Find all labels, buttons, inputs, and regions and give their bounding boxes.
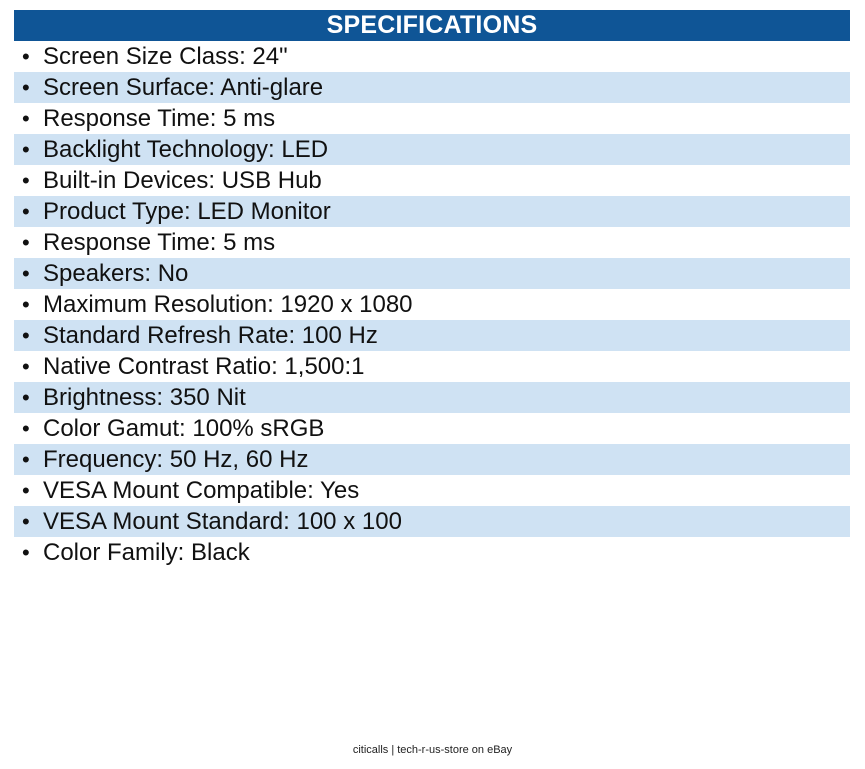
spec-row: • Screen Surface: Anti-glare [14, 72, 850, 103]
specifications-panel: SPECIFICATIONS • Screen Size Class: 24" •… [14, 10, 850, 568]
bullet-icon: • [22, 75, 30, 100]
spec-row: • Response Time: 5 ms [14, 227, 850, 258]
spec-row: • Speakers: No [14, 258, 850, 289]
bullet-icon: • [22, 385, 30, 410]
spec-text: Speakers: No [43, 260, 189, 287]
spec-text: Screen Size Class: 24" [43, 43, 288, 70]
spec-text: Screen Surface: Anti-glare [43, 74, 324, 101]
specifications-list: • Screen Size Class: 24" • Screen Surface:… [14, 41, 850, 568]
spec-text: Frequency: 50 Hz, 60 Hz [43, 446, 309, 473]
spec-text: Native Contrast Ratio: 1,500:1 [43, 353, 365, 380]
specifications-header: SPECIFICATIONS [14, 10, 850, 41]
spec-row: • VESA Mount Compatible: Yes [14, 475, 850, 506]
bullet-icon: • [22, 540, 30, 565]
bullet-icon: • [22, 230, 30, 255]
bullet-icon: • [22, 416, 30, 441]
spec-text: Standard Refresh Rate: 100 Hz [43, 322, 378, 349]
spec-text: Response Time: 5 ms [43, 105, 276, 132]
spec-row: • Native Contrast Ratio: 1,500:1 [14, 351, 850, 382]
spec-text: Product Type: LED Monitor [43, 198, 331, 225]
spec-row: • Standard Refresh Rate: 100 Hz [14, 320, 850, 351]
spec-row: • Brightness: 350 Nit [14, 382, 850, 413]
bullet-icon: • [22, 168, 30, 193]
spec-row: • Screen Size Class: 24" [14, 41, 850, 72]
bullet-icon: • [22, 199, 30, 224]
spec-text: Color Gamut: 100% sRGB [43, 415, 325, 442]
spec-text: VESA Mount Compatible: Yes [43, 477, 360, 504]
spec-row: • Product Type: LED Monitor [14, 196, 850, 227]
spec-text: Backlight Technology: LED [43, 136, 329, 163]
bullet-icon: • [22, 509, 30, 534]
bullet-icon: • [22, 261, 30, 286]
spec-row: • Frequency: 50 Hz, 60 Hz [14, 444, 850, 475]
bullet-icon: • [22, 44, 30, 69]
spec-row: • Backlight Technology: LED [14, 134, 850, 165]
spec-text: Color Family: Black [43, 539, 250, 566]
bullet-icon: • [22, 478, 30, 503]
spec-text: Response Time: 5 ms [43, 229, 276, 256]
footer-credit: citicalls | tech-r-us-store on eBay [352, 744, 513, 756]
spec-row: • Color Gamut: 100% sRGB [14, 413, 850, 444]
spec-row: • Maximum Resolution: 1920 x 1080 [14, 289, 850, 320]
spec-text: Maximum Resolution: 1920 x 1080 [43, 291, 413, 318]
spec-row: • VESA Mount Standard: 100 x 100 [14, 506, 850, 537]
spec-row: • Built-in Devices: USB Hub [14, 165, 850, 196]
bullet-icon: • [22, 354, 30, 379]
bullet-icon: • [22, 106, 30, 131]
spec-row: • Response Time: 5 ms [14, 103, 850, 134]
spec-text: VESA Mount Standard: 100 x 100 [43, 508, 402, 535]
spec-text: Built-in Devices: USB Hub [43, 167, 322, 194]
bullet-icon: • [22, 137, 30, 162]
bullet-icon: • [22, 292, 30, 317]
bullet-icon: • [22, 447, 30, 472]
spec-text: Brightness: 350 Nit [43, 384, 246, 411]
spec-row: • Color Family: Black [14, 537, 850, 568]
bullet-icon: • [22, 323, 30, 348]
